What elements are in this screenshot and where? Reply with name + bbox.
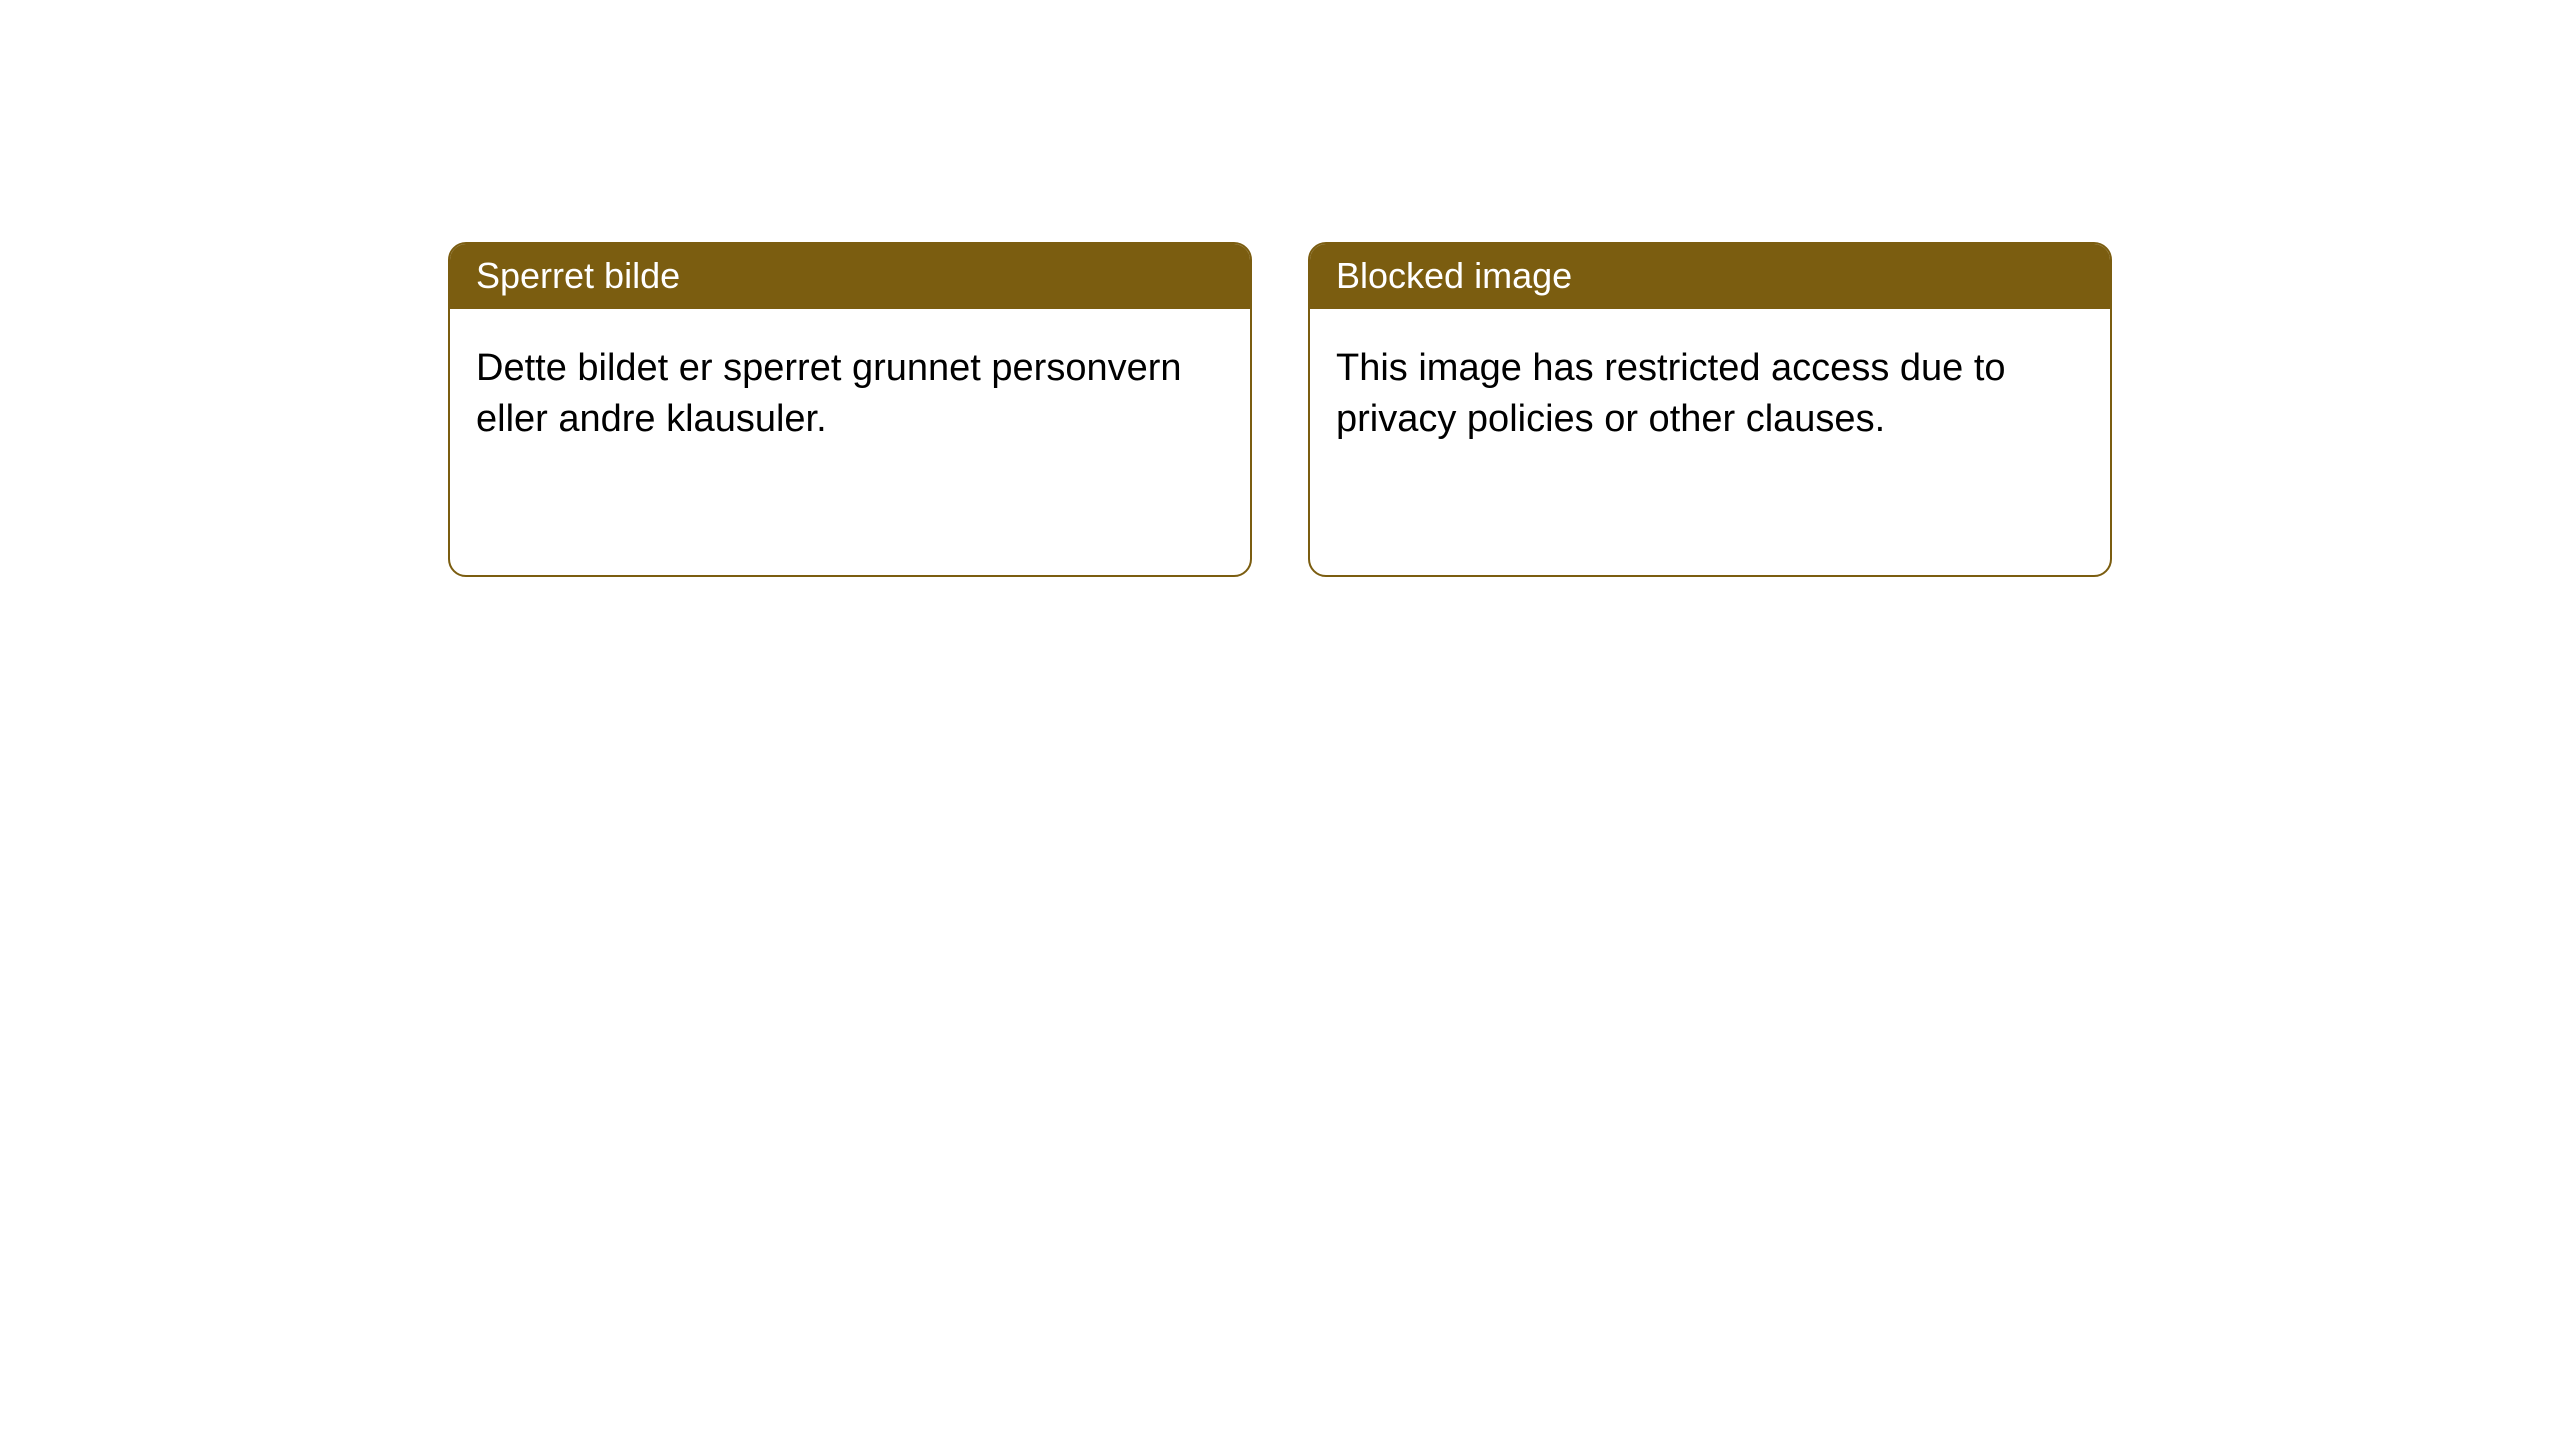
blocked-image-card-en: Blocked image This image has restricted … <box>1308 242 2112 577</box>
card-title: Sperret bilde <box>476 255 680 296</box>
card-title: Blocked image <box>1336 255 1572 296</box>
card-message: This image has restricted access due to … <box>1336 347 2006 440</box>
card-header: Blocked image <box>1310 244 2110 309</box>
message-cards-container: Sperret bilde Dette bildet er sperret gr… <box>0 0 2560 577</box>
card-message: Dette bildet er sperret grunnet personve… <box>476 347 1182 440</box>
card-body: This image has restricted access due to … <box>1310 309 2110 472</box>
blocked-image-card-no: Sperret bilde Dette bildet er sperret gr… <box>448 242 1252 577</box>
card-header: Sperret bilde <box>450 244 1250 309</box>
card-body: Dette bildet er sperret grunnet personve… <box>450 309 1250 472</box>
